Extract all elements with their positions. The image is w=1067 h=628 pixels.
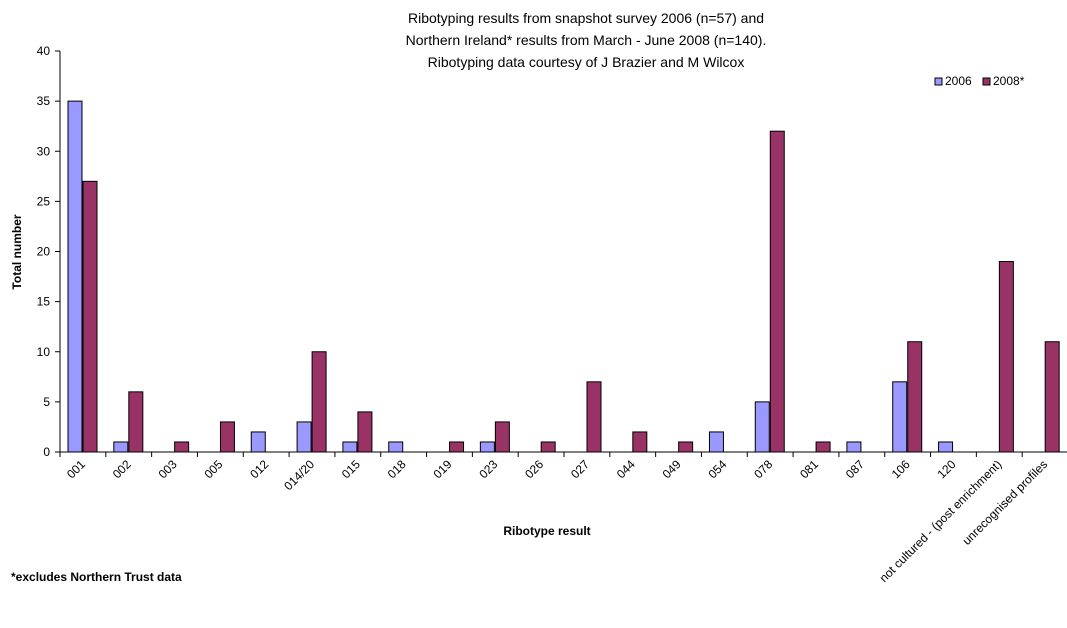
bar-2006-14 (708, 431, 724, 453)
bar-2006-18 (892, 381, 908, 453)
y-axis-label: Total number (10, 214, 24, 289)
bar-2008-21 (1044, 341, 1060, 453)
x-axis-label: Ribotype result (503, 524, 590, 538)
y-tick-label-10: 10 (37, 345, 51, 359)
x-tick-label-1: 002 (110, 457, 134, 481)
bar-2006-1 (113, 441, 129, 453)
x-tick-label-21: unrecognised profiles (960, 457, 1051, 548)
y-tick-label-25: 25 (37, 194, 51, 208)
bar-2006-19 (938, 441, 954, 453)
bar-2008-2 (174, 441, 190, 453)
y-tick-label-15: 15 (37, 295, 51, 309)
bar-2008-10 (540, 441, 556, 453)
plot-area: 0 5 10 15 20 25 30 35 40 001 002 003 005 012 014/20 015… (37, 44, 1067, 585)
bar-2008-13 (678, 441, 694, 453)
y-tick-label-20: 20 (37, 245, 51, 259)
bar-2008-0 (82, 180, 98, 453)
bar-2008-11 (586, 381, 602, 453)
legend-swatch-1 (982, 77, 991, 86)
footnote: *excludes Northern Trust data (11, 570, 182, 584)
bar-2008-5 (311, 351, 327, 453)
x-tick-label-0: 001 (64, 457, 88, 481)
x-tick-label-9: 023 (476, 457, 500, 481)
x-tick-label-11: 027 (568, 457, 592, 481)
bar-2008-1 (128, 391, 144, 453)
legend: 2006 2008* (934, 74, 1025, 88)
x-tick-label-7: 018 (385, 457, 409, 481)
bar-2006-6 (342, 441, 358, 453)
x-tick-label-17: 087 (843, 457, 867, 481)
x-tick-label-5: 014/20 (281, 457, 317, 493)
x-tick-label-10: 026 (522, 457, 546, 481)
bar-2006-17 (846, 441, 862, 453)
x-tick-label-6: 015 (339, 457, 363, 481)
x-tick-label-12: 044 (614, 457, 638, 481)
x-tick-label-3: 005 (201, 457, 225, 481)
x-tick-label-18: 106 (889, 457, 913, 481)
bar-2008-6 (357, 411, 373, 453)
bar-2006-0 (67, 100, 83, 453)
bar-2008-12 (632, 431, 648, 453)
x-tick-label-13: 049 (660, 457, 684, 481)
bar-2008-8 (449, 441, 465, 453)
bar-2008-20 (998, 261, 1014, 453)
x-tick-label-4: 012 (247, 457, 271, 481)
legend-label-0: 2006 (945, 74, 972, 88)
chart-title-line-1: Ribotyping results from snapshot survey … (408, 10, 764, 26)
bar-2008-15 (769, 130, 785, 453)
x-tick-label-15: 078 (751, 457, 775, 481)
chart-title: Ribotyping results from snapshot survey … (406, 10, 767, 70)
x-tick-label-14: 054 (705, 457, 729, 481)
bar-2008-16 (815, 441, 831, 453)
bar-2006-15 (754, 401, 770, 453)
bar-2006-4 (250, 431, 266, 453)
y-tick-label-5: 5 (43, 395, 50, 409)
y-tick-label-40: 40 (37, 44, 51, 58)
y-tick-label-30: 30 (37, 144, 51, 158)
chart-title-line-2: Northern Ireland* results from March - J… (406, 32, 767, 48)
x-tick-label-8: 019 (431, 457, 455, 481)
y-tick-label-0: 0 (43, 445, 50, 459)
bar-2008-18 (907, 341, 923, 453)
bar-2006-9 (479, 441, 495, 453)
bar-2006-5 (296, 421, 312, 453)
legend-label-1: 2008* (993, 74, 1025, 88)
x-tick-label-2: 003 (156, 457, 180, 481)
x-tick-label-19: 120 (935, 457, 959, 481)
x-tick-label-16: 081 (797, 457, 821, 481)
legend-swatch-0 (934, 77, 943, 86)
bar-2006-7 (388, 441, 404, 453)
bar-2008-3 (219, 421, 235, 453)
bar-2008-9 (494, 421, 510, 453)
chart-title-line-3: Ribotyping data courtesy of J Brazier an… (428, 54, 745, 70)
y-tick-label-35: 35 (37, 94, 51, 108)
